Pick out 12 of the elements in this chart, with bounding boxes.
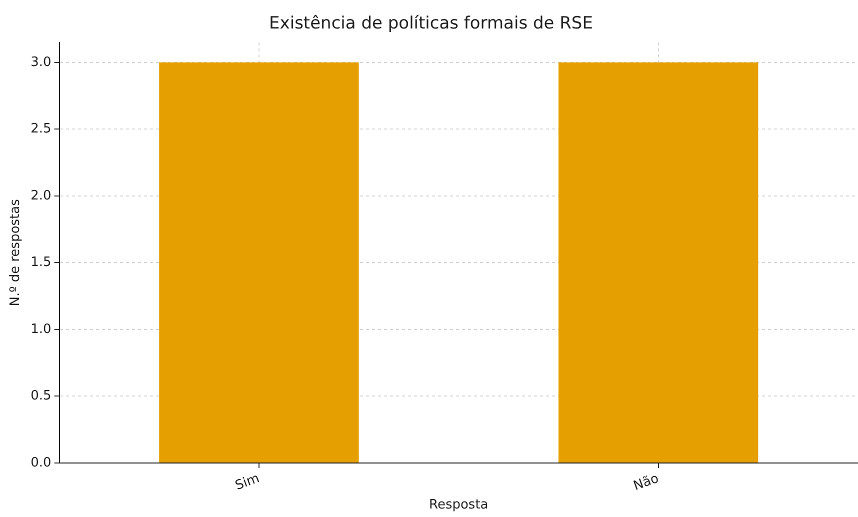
- y-tick-label: 2.0: [30, 188, 52, 204]
- y-tick-label: 1.0: [30, 322, 52, 337]
- y-axis-title: N.º de respostas: [8, 198, 24, 306]
- y-tick-label: 0.5: [30, 388, 52, 404]
- y-tick-label: 2.5: [30, 122, 52, 137]
- x-axis-title: Resposta: [429, 498, 488, 513]
- chart-title: Existência de políticas formais de RSE: [269, 14, 593, 34]
- x-tick-label: Não: [632, 471, 661, 494]
- y-tick-label: 0.0: [30, 455, 52, 470]
- x-tick-label: Sim: [233, 471, 262, 494]
- y-tick-label: 1.5: [30, 255, 52, 270]
- y-tick-label: 3.0: [30, 54, 52, 70]
